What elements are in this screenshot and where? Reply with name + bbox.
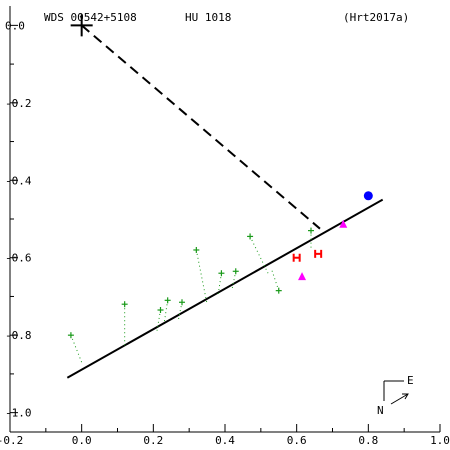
residual-line (177, 302, 183, 320)
residual-line (231, 271, 237, 289)
x-tick-label: 0.2 (143, 434, 163, 447)
x-tick-label: 0.6 (287, 434, 307, 447)
header-left: WDS 00542+5108 (44, 11, 137, 24)
orbit-fit-line (66, 198, 384, 379)
x-tick-label: -0.2 (0, 434, 23, 447)
header-right: (Hrt2017a) (343, 11, 409, 24)
y-tick-label: -0.4 (5, 174, 32, 187)
residual-line (156, 309, 161, 332)
latest-position-dot (363, 191, 373, 201)
x-tick-label: 0.8 (358, 434, 378, 447)
residual-line (195, 249, 208, 305)
residual-line (271, 269, 280, 291)
y-tick-label: -0.6 (5, 252, 32, 265)
compass-motion-arrow (390, 393, 409, 405)
compass-north-label: N (377, 404, 384, 417)
x-tick-label: 0.4 (215, 434, 235, 447)
tick-marks (9, 24, 441, 432)
axes-frame (9, 6, 440, 433)
residual-line (70, 334, 83, 363)
y-tick-label: -1.0 (5, 407, 32, 420)
y-tick-label: 0.0 (5, 19, 25, 32)
compass-arrowhead (402, 393, 409, 400)
compass-east-label: E (407, 374, 414, 387)
x-tick-label: 0.0 (72, 434, 92, 447)
series-layer (66, 14, 384, 379)
header-center: HU 1018 (185, 11, 231, 24)
residual-line (163, 300, 169, 324)
compass: E N (377, 374, 414, 417)
x-tick-label: 1.0 (430, 434, 450, 447)
triangle-point (298, 272, 307, 281)
y-tick-label: -0.2 (5, 97, 32, 110)
residual-line (249, 236, 269, 274)
tick-labels: 0.0 -0.2 -0.4 -0.6 -0.8 -1.0 -0.2 0.0 0.2 0.4 0.6 0… (0, 19, 450, 447)
node-line-dashed (81, 24, 321, 230)
triangle-point (339, 219, 348, 228)
y-tick-label: -0.8 (5, 329, 32, 342)
